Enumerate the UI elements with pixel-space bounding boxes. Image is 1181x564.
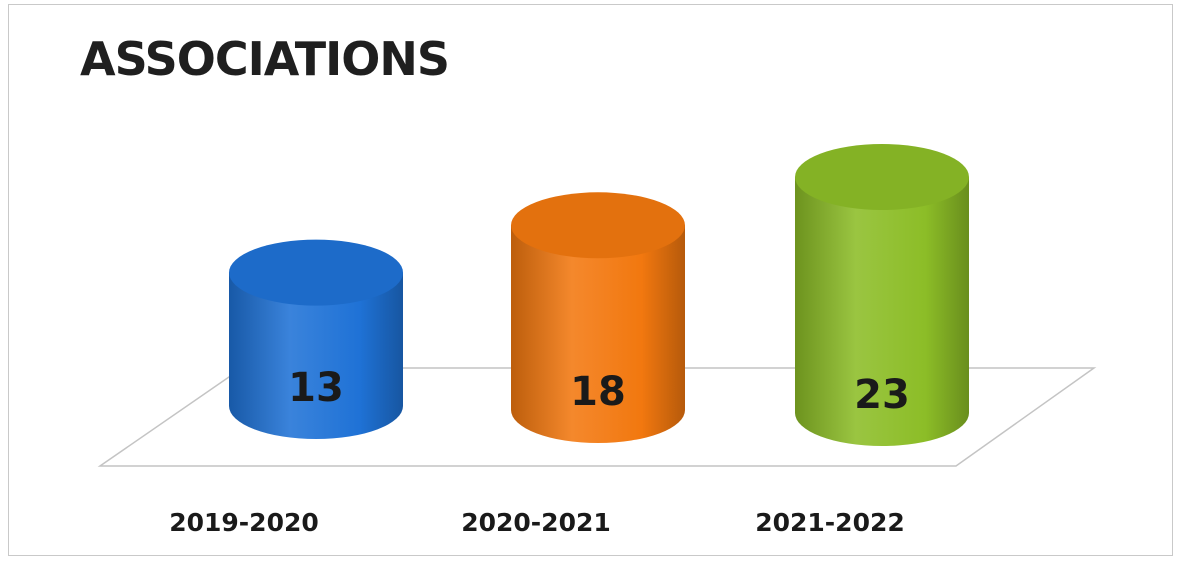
bar-value-label: 13 (288, 365, 344, 411)
bar-2021-2022 (795, 144, 969, 446)
bar-value-label: 18 (570, 369, 626, 415)
bar-body (229, 272, 403, 439)
bar-top (795, 144, 969, 210)
bar-body (511, 225, 685, 443)
bar-2019-2020 (229, 239, 403, 439)
category-label: 2019-2020 (169, 508, 319, 537)
bar-top (229, 239, 403, 306)
bar-top (511, 192, 685, 259)
bar-2020-2021 (511, 192, 685, 443)
bar-value-label: 23 (854, 372, 910, 418)
category-label: 2020-2021 (461, 508, 611, 537)
chart-title: ASSOCIATIONS (80, 32, 450, 86)
category-label: 2021-2022 (755, 508, 905, 537)
bar-body (795, 177, 969, 446)
